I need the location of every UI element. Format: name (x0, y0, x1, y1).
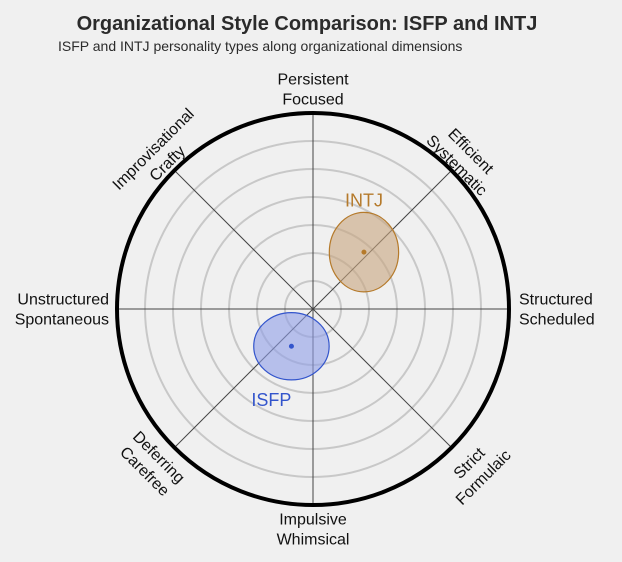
series-label-isfp: ISFP (251, 390, 291, 410)
axis-line-diagonal-b (174, 170, 452, 448)
series-center-isfp (288, 343, 294, 349)
axis-label-line: Impulsive (279, 511, 347, 528)
axis-label-line: Scheduled (519, 311, 595, 328)
outer-ring (115, 111, 511, 507)
axis-label-line: Structured (519, 291, 593, 308)
axis-label-line: Whimsical (277, 531, 350, 548)
axis-label-line: Focused (282, 91, 343, 108)
axis-label-east: Structured Scheduled (519, 291, 595, 328)
axis-label-line: Spontaneous (15, 311, 109, 328)
axis-label-west: Unstructured Spontaneous (15, 291, 109, 328)
axis-label-southwest: DeferringCarefree (115, 428, 188, 501)
chart-subtitle: ISFP and INTJ personality types along or… (58, 38, 462, 54)
series-label-intj: INTJ (345, 190, 383, 210)
axis-label-north: Persistent Focused (277, 71, 349, 108)
chart-title: Organizational Style Comparison: ISFP an… (77, 13, 538, 35)
axis-label-line: Persistent (277, 71, 349, 88)
axis-label-south: Impulsive Whimsical (277, 511, 350, 548)
grid (115, 111, 511, 507)
axis-label-line: Unstructured (17, 291, 109, 308)
series-center-intj (361, 249, 367, 255)
axis-label-southeast: StrictFormulaic (439, 433, 515, 509)
series-layer: INTJ ISFP (251, 190, 400, 410)
